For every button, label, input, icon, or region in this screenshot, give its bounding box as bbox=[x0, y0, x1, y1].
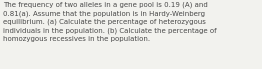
Text: The frequency of two alleles in a gene pool is 0.19 (A) and
0.81(a). Assume that: The frequency of two alleles in a gene p… bbox=[3, 1, 217, 42]
